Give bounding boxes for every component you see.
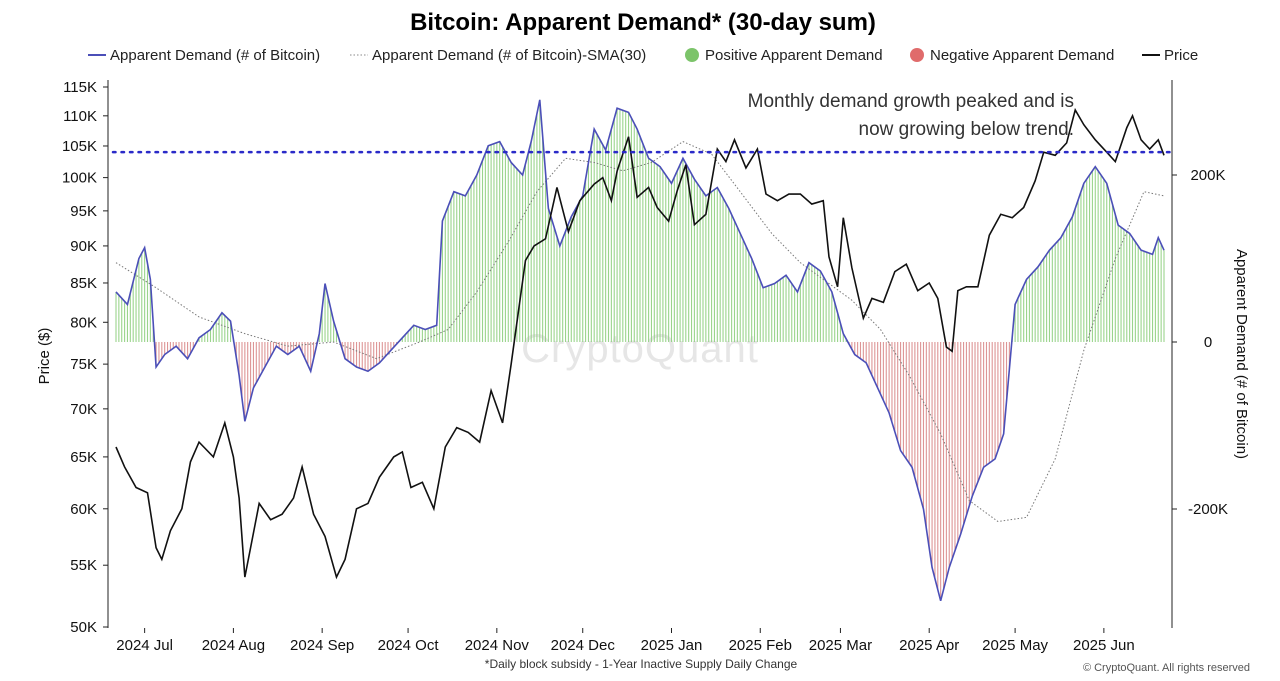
right-tick-label: 0	[1204, 334, 1212, 351]
x-tick-label: 2024 Nov	[465, 637, 530, 654]
credit: © CryptoQuant. All rights reserved	[1083, 662, 1250, 674]
legend-item: Negative Apparent Demand	[910, 47, 1114, 64]
legend-swatch-dot	[910, 48, 924, 62]
annotation-line-2: now growing below trend.	[859, 119, 1074, 140]
annotation-line-1: Monthly demand growth peaked and is	[748, 91, 1074, 112]
price-line	[115, 107, 1165, 580]
legend-label: Apparent Demand (# of Bitcoin)-SMA(30)	[372, 47, 646, 64]
left-tick-label: 55K	[70, 557, 97, 574]
left-tick-label: 110K	[63, 108, 97, 125]
legend-label: Negative Apparent Demand	[930, 47, 1114, 64]
left-tick-label: 105K	[62, 138, 97, 155]
right-tick-label: -200K	[1188, 501, 1228, 518]
legend-item: Price	[1142, 47, 1198, 64]
left-tick-label: 60K	[70, 501, 97, 518]
left-axis-title: Price ($)	[36, 328, 53, 385]
legend-item: Apparent Demand (# of Bitcoin)	[88, 47, 320, 64]
legend-item: Apparent Demand (# of Bitcoin)-SMA(30)	[350, 47, 646, 64]
legend: Apparent Demand (# of Bitcoin) Apparent D…	[88, 47, 1198, 64]
apparent-demand-line	[115, 99, 1165, 602]
x-tick-label: 2024 Dec	[551, 637, 616, 654]
left-tick-label: 85K	[70, 275, 97, 292]
x-tick-label: 2024 Sep	[290, 637, 354, 654]
left-tick-label: 70K	[70, 401, 97, 418]
right-tick-label: 200K	[1190, 167, 1225, 184]
left-tick-label: 75K	[70, 356, 97, 373]
footnote: *Daily block subsidy - 1-Year Inactive S…	[485, 657, 798, 671]
left-tick-label: 95K	[70, 203, 97, 220]
legend-label: Apparent Demand (# of Bitcoin)	[110, 47, 320, 64]
right-axis-title: Apparent Demand (# of Bitcoin)	[1233, 249, 1250, 459]
x-tick-label: 2024 Aug	[202, 637, 265, 654]
legend-item: Positive Apparent Demand	[685, 47, 883, 64]
left-tick-label: 90K	[70, 238, 97, 255]
x-tick-label: 2025 Mar	[809, 637, 872, 654]
x-tick-label: 2025 Apr	[899, 637, 959, 654]
x-tick-label: 2024 Jul	[116, 637, 173, 654]
legend-label: Price	[1164, 47, 1198, 64]
left-tick-label: 50K	[70, 619, 97, 636]
left-tick-label: 115K	[63, 79, 97, 96]
left-tick-label: 100K	[62, 170, 97, 187]
x-tick-label: 2024 Oct	[378, 637, 440, 654]
x-tick-label: 2025 Feb	[729, 637, 792, 654]
x-tick-label: 2025 Jan	[641, 637, 703, 654]
legend-label: Positive Apparent Demand	[705, 47, 883, 64]
left-tick-label: 80K	[70, 314, 97, 331]
chart-title: Bitcoin: Apparent Demand* (30-day sum)	[410, 9, 876, 36]
x-tick-label: 2025 May	[982, 637, 1048, 654]
x-tick-label: 2025 Jun	[1073, 637, 1135, 654]
legend-swatch-dot	[685, 48, 699, 62]
plot-area	[111, 99, 1174, 602]
axes: 115K 110K 105K 100K 95K 90K 85K 80K 75K 70K 65K 60K…	[62, 79, 1228, 654]
left-tick-label: 65K	[70, 449, 97, 466]
